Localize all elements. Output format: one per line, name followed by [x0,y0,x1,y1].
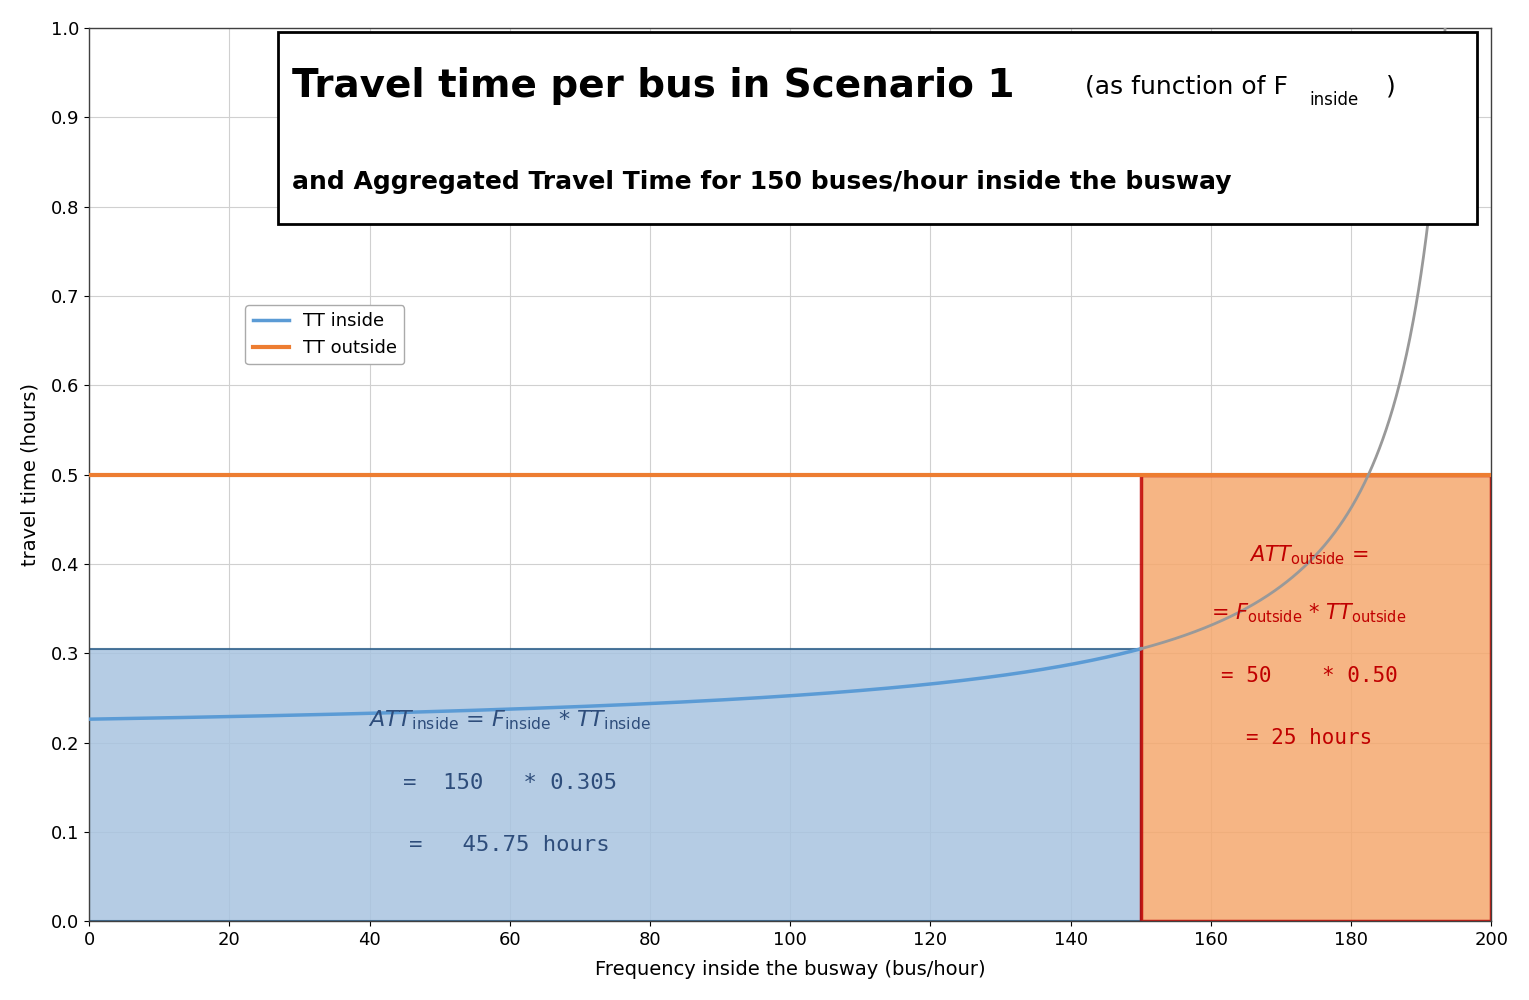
X-axis label: Frequency inside the busway (bus/hour): Frequency inside the busway (bus/hour) [595,960,986,979]
Y-axis label: travel time (hours): travel time (hours) [21,383,40,566]
Text: and Aggregated Travel Time for 150 buses/hour inside the busway: and Aggregated Travel Time for 150 buses… [292,170,1232,194]
TT inside [783,690,801,702]
Text: = F$_{\mathsf{outside}}$ * TT$_{\mathsf{outside}}$: = F$_{\mathsf{outside}}$ * TT$_{\mathsf{… [1211,601,1407,625]
TT inside [266,710,284,722]
Text: = 25 hours: = 25 hours [1246,728,1372,748]
Text: =   45.75 hours: = 45.75 hours [410,835,610,855]
TT inside [700,695,719,707]
Text: = 50    * 0.50: = 50 * 0.50 [1220,666,1398,686]
Line: TT inside: TT inside [89,649,1141,719]
Text: inside: inside [1309,91,1358,109]
TT inside [80,713,98,725]
Text: Travel time per bus in Scenario 1: Travel time per bus in Scenario 1 [292,67,1015,105]
Text: ATT$_{\mathsf{inside}}$ = F$_{\mathsf{inside}}$ * TT$_{\mathsf{inside}}$: ATT$_{\mathsf{inside}}$ = F$_{\mathsf{in… [368,708,651,732]
Bar [89,649,1141,921]
Bar [1141,475,1491,921]
Legend: TT inside, TT outside: TT inside, TT outside [245,305,404,364]
FancyBboxPatch shape [278,32,1477,224]
Text: ATT$_{\mathsf{outside}}$ =: ATT$_{\mathsf{outside}}$ = [1249,543,1368,567]
TT inside [555,701,573,713]
Text: ): ) [1385,74,1396,98]
TT inside [1131,643,1150,655]
TT inside [872,683,890,695]
Text: =  150   * 0.305: = 150 * 0.305 [402,773,616,793]
TT inside [350,708,368,720]
Text: (as function of F: (as function of F [1084,74,1287,98]
